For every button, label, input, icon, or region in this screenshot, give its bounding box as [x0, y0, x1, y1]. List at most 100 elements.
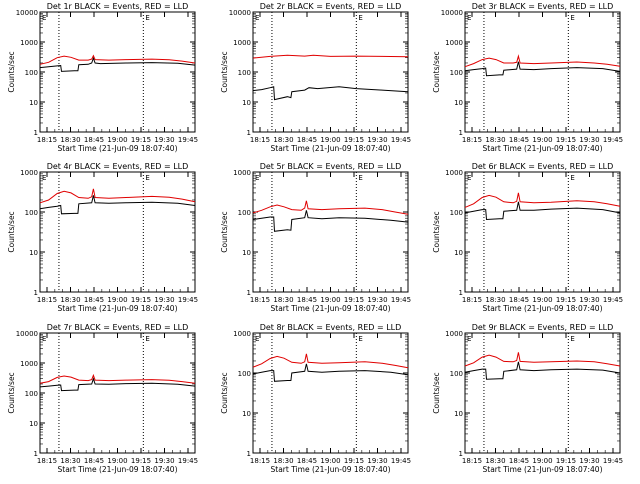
x-tick-label: 19:45	[391, 457, 411, 465]
x-tick-label: 18:15	[250, 296, 270, 304]
marker-label: E	[42, 174, 46, 182]
y-tick-label: 1000	[445, 39, 463, 47]
x-tick-label: 18:15	[462, 296, 482, 304]
x-tick-label: 19:45	[178, 296, 198, 304]
panel-title: Det 6r BLACK = Events, RED = LLD	[472, 162, 614, 171]
x-tick-label: 18:45	[84, 457, 104, 465]
y-tick-label: 1	[459, 129, 463, 137]
x-tick-label: 18:15	[250, 136, 270, 144]
y-axis-label: Counts/sec	[220, 372, 229, 413]
x-tick-label: 19:00	[107, 457, 127, 465]
x-axis-label: Start Time (21-Jun-09 18:07:40)	[58, 304, 178, 313]
x-tick-label: 19:15	[556, 457, 576, 465]
x-tick-label: 18:45	[509, 457, 529, 465]
marker-label: E	[467, 14, 471, 22]
y-tick-label: 1000	[20, 169, 38, 177]
series-lld-line	[464, 54, 621, 68]
y-tick-label: 10	[29, 420, 38, 428]
x-tick-label: 18:30	[273, 296, 293, 304]
x-tick-label: 19:15	[556, 296, 576, 304]
panel-title: Det 2r BLACK = Events, RED = LLD	[260, 2, 402, 11]
y-tick-label: 1	[459, 289, 463, 297]
series-lld-line	[252, 200, 409, 215]
x-axis-label: Start Time (21-Jun-09 18:07:40)	[483, 304, 603, 313]
panel-5: Det 5r BLACK = Events, RED = LLD 1 10 100 10…	[220, 162, 411, 313]
panel-7: Det 7r BLACK = Events, RED = LLD 1 10 100 10…	[7, 323, 198, 474]
x-tick-label: 18:30	[485, 296, 505, 304]
y-tick-label: 10000	[441, 9, 463, 17]
series-lld-line	[39, 188, 196, 204]
x-tick-label: 19:15	[556, 136, 576, 144]
panel-title: Det 3r BLACK = Events, RED = LLD	[472, 2, 614, 11]
y-axis-label: Counts/sec	[7, 211, 16, 252]
x-tick-label: 19:15	[131, 136, 151, 144]
x-axis-label: Start Time (21-Jun-09 18:07:40)	[271, 304, 391, 313]
y-tick-label: 1000	[445, 169, 463, 177]
x-tick-label: 18:30	[485, 136, 505, 144]
series-events-line	[464, 361, 621, 380]
x-tick-label: 19:00	[107, 296, 127, 304]
x-tick-label: 18:45	[297, 136, 317, 144]
x-tick-label: 19:30	[367, 136, 387, 144]
plot-frame	[252, 171, 409, 293]
marker-label: E	[570, 174, 574, 182]
series-events-line	[252, 363, 409, 382]
x-tick-label: 19:00	[320, 457, 340, 465]
panel-4: Det 4r BLACK = Events, RED = LLD 1 10 100 10…	[7, 162, 198, 313]
x-axis-label: Start Time (21-Jun-09 18:07:40)	[58, 144, 178, 153]
plot-frame	[464, 11, 621, 133]
plot-frame	[464, 171, 621, 293]
series-events-line	[464, 61, 621, 77]
x-tick-label: 19:45	[178, 457, 198, 465]
marker-label: E	[570, 14, 574, 22]
y-tick-label: 1000	[20, 39, 38, 47]
x-tick-label: 19:30	[579, 457, 599, 465]
x-tick-label: 19:30	[154, 136, 174, 144]
x-tick-label: 19:45	[603, 457, 623, 465]
y-tick-label: 100	[25, 209, 38, 217]
x-tick-label: 19:45	[391, 296, 411, 304]
y-tick-label: 10	[454, 249, 463, 257]
y-tick-label: 10	[242, 249, 251, 257]
marker-label: E	[42, 335, 46, 343]
y-tick-label: 10	[242, 99, 251, 107]
y-tick-label: 100	[450, 69, 463, 77]
panel-6: Det 6r BLACK = Events, RED = LLD 1 10 100 10…	[432, 162, 623, 313]
x-tick-label: 18:30	[273, 457, 293, 465]
series-lld-line	[464, 192, 621, 208]
y-tick-label: 1000	[233, 39, 251, 47]
x-tick-label: 19:00	[532, 457, 552, 465]
marker-label: E	[255, 335, 259, 343]
x-tick-label: 19:30	[367, 296, 387, 304]
y-tick-label: 10000	[229, 9, 251, 17]
x-tick-label: 19:45	[603, 136, 623, 144]
panel-3: Det 3r BLACK = Events, RED = LLD 1 10 100 10…	[432, 2, 623, 153]
x-tick-label: 18:30	[60, 136, 80, 144]
series-events-line	[39, 195, 196, 215]
x-tick-label: 18:30	[273, 136, 293, 144]
panel-8: Det 8r BLACK = Events, RED = LLD 1 10 100 10…	[220, 323, 411, 474]
x-tick-label: 18:15	[462, 136, 482, 144]
series-lld-line	[39, 54, 196, 65]
x-tick-label: 19:15	[344, 457, 364, 465]
marker-label: E	[467, 174, 471, 182]
series-events-line	[464, 201, 621, 221]
y-tick-label: 1000	[445, 330, 463, 338]
y-tick-label: 1000	[233, 330, 251, 338]
y-tick-label: 10	[29, 249, 38, 257]
series-lld-line	[39, 373, 196, 384]
panel-1: Det 1r BLACK = Events, RED = LLD 1 10 100 10…	[7, 2, 198, 153]
x-tick-label: 19:00	[107, 136, 127, 144]
plot-frame	[464, 332, 621, 454]
y-axis-label: Counts/sec	[220, 211, 229, 252]
marker-label: E	[255, 174, 259, 182]
x-tick-label: 19:30	[367, 457, 387, 465]
x-tick-label: 19:45	[603, 296, 623, 304]
marker-label: E	[145, 335, 149, 343]
plot-frame	[39, 332, 196, 454]
y-axis-label: Counts/sec	[7, 51, 16, 92]
x-axis-label: Start Time (21-Jun-09 18:07:40)	[271, 144, 391, 153]
x-tick-label: 19:30	[154, 296, 174, 304]
series-events-line	[39, 56, 196, 72]
